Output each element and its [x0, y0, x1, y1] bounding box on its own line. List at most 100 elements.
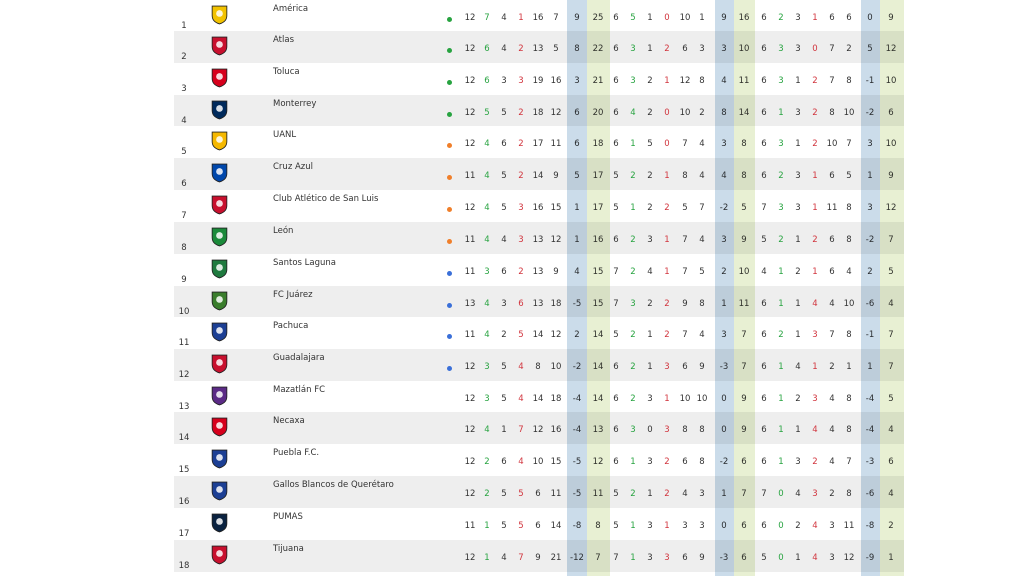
stat-cell: 2: [518, 139, 524, 149]
qualification-indicator-icon: [447, 303, 452, 308]
table-row[interactable]: 8León11443131211662317439521268-27: [174, 222, 904, 254]
team-name[interactable]: Mazatlán FC: [273, 385, 326, 395]
position-number: 5: [181, 147, 187, 157]
stat-cell: 18: [532, 108, 544, 118]
team-name[interactable]: Monterrey: [273, 99, 317, 109]
team-name[interactable]: Atlas: [273, 35, 294, 45]
table-row[interactable]: 1América12741167925651010191662316609: [174, 0, 904, 32]
stat-cell: 6: [761, 299, 767, 309]
stat-cell: 9: [535, 553, 541, 563]
stat-cell: 6: [501, 457, 507, 467]
stat-cell: 7: [518, 425, 524, 435]
team-name[interactable]: Cruz Azul: [273, 162, 314, 172]
stat-cell: 2: [664, 330, 670, 340]
team-name[interactable]: Santos Laguna: [273, 258, 336, 268]
stat-cell: 4: [829, 425, 835, 435]
stat-cell: 6: [613, 362, 619, 372]
stat-cell: 4: [795, 489, 801, 499]
stat-cell: 2: [647, 171, 653, 181]
team-name[interactable]: PUMAS: [273, 512, 303, 522]
stat-cell: 9: [682, 299, 688, 309]
stat-cell: 4: [484, 171, 490, 181]
stat-cell: 16: [550, 76, 562, 86]
stat-cell: 4: [647, 267, 653, 277]
stat-cell: 2: [664, 489, 670, 499]
team-name[interactable]: Guadalajara: [273, 353, 325, 363]
stat-cell: 2: [812, 76, 818, 86]
stat-cell: 12: [464, 13, 476, 23]
stat-cell: 2: [664, 44, 670, 54]
team-name[interactable]: Club Atlético de San Luis: [273, 194, 379, 204]
stat-cell: 13: [532, 235, 544, 245]
stat-cell: 10: [532, 457, 544, 467]
stat-cell: 6: [484, 44, 490, 54]
stat-cell: 1: [484, 521, 490, 531]
table-row[interactable]: 5UANL124621711618615074386312107310: [174, 126, 904, 158]
stat-cell: 5: [647, 139, 653, 149]
qualification-indicator-icon: [447, 271, 452, 276]
team-name[interactable]: Puebla F.C.: [273, 448, 320, 458]
stat-cell: 2: [630, 267, 636, 277]
team-name[interactable]: Tijuana: [273, 544, 304, 554]
stat-cell: 3: [501, 299, 507, 309]
stat-cell: 3: [647, 457, 653, 467]
stat-cell: 4: [630, 108, 636, 118]
stat-cell: 4: [812, 299, 818, 309]
stat-cell: 2: [795, 521, 801, 531]
stat-cell: 7: [829, 44, 835, 54]
stat-cell: 6: [829, 267, 835, 277]
stat-cell: 7: [682, 267, 688, 277]
team-name[interactable]: Gallos Blancos de Querétaro: [273, 480, 394, 490]
stat-cell: 3: [778, 44, 784, 54]
stat-cell: 5: [846, 171, 852, 181]
position-number: 8: [181, 243, 187, 253]
overall-points-column: [587, 0, 610, 576]
team-crest-icon: [209, 512, 230, 533]
away-gd-column: [861, 0, 880, 576]
stat-cell: 17: [532, 139, 544, 149]
table-row[interactable]: 12Guadalajara12354810-214621369-37614121…: [174, 349, 904, 381]
stat-cell: 7: [829, 330, 835, 340]
stat-cell: 3: [518, 76, 524, 86]
stat-cell: 1: [664, 76, 670, 86]
stat-cell: 4: [501, 13, 507, 23]
team-name[interactable]: FC Juárez: [273, 290, 313, 300]
team-name[interactable]: Necaxa: [273, 416, 305, 426]
stat-cell: 3: [812, 489, 818, 499]
team-name[interactable]: Toluca: [273, 67, 300, 77]
team-name[interactable]: Pachuca: [273, 321, 309, 331]
table-row[interactable]: 2Atlas12642135822631263310633072512: [174, 31, 904, 63]
table-row[interactable]: 11Pachuca11425141221452127437621378-17: [174, 317, 904, 349]
stat-cell: 5: [501, 203, 507, 213]
table-row[interactable]: 4Monterrey12552181262064201028146132810-…: [174, 95, 904, 127]
stat-cell: 4: [518, 394, 524, 404]
stat-cell: 2: [778, 330, 784, 340]
stat-cell: 3: [484, 394, 490, 404]
stat-cell: 6: [829, 235, 835, 245]
table-row[interactable]: 3Toluca1263319163216321128411631278-110: [174, 63, 904, 95]
stat-cell: 1: [647, 13, 653, 23]
position-number: 9: [181, 275, 187, 285]
stat-cell: 8: [535, 362, 541, 372]
stat-cell: 4: [484, 425, 490, 435]
stat-cell: 12: [464, 203, 476, 213]
stat-cell: 6: [846, 13, 852, 23]
stat-cell: 4: [846, 267, 852, 277]
team-name[interactable]: UANL: [273, 130, 297, 140]
team-name[interactable]: León: [273, 226, 294, 236]
team-name[interactable]: América: [273, 4, 309, 14]
team-crest-icon: [209, 544, 230, 565]
stat-cell: 8: [699, 76, 705, 86]
stat-cell: 2: [518, 108, 524, 118]
stat-cell: 3: [630, 299, 636, 309]
